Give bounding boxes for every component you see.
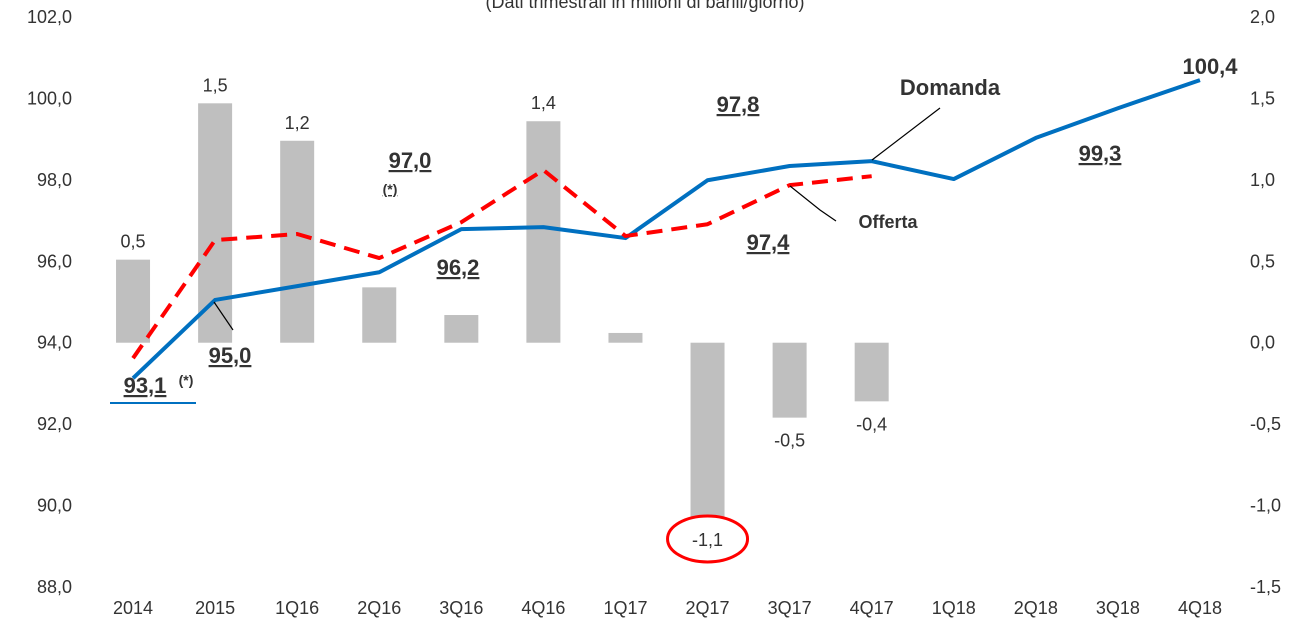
x-tick-label: 1Q16 bbox=[275, 598, 319, 618]
y-tick-label: 98,0 bbox=[37, 170, 72, 190]
y-tick-label: 102,0 bbox=[27, 7, 72, 27]
bar bbox=[608, 332, 643, 343]
annotation: 97,8 bbox=[717, 92, 760, 117]
leader-line bbox=[871, 107, 941, 161]
line-solid bbox=[131, 78, 1201, 380]
y2-tick-label: 0,5 bbox=[1250, 251, 1275, 271]
bar bbox=[854, 342, 889, 402]
x-tick-label: 3Q16 bbox=[439, 598, 483, 618]
y-tick-label: 96,0 bbox=[37, 251, 72, 271]
y-tick-label: 90,0 bbox=[37, 496, 72, 516]
line-dashed bbox=[131, 168, 872, 360]
bar bbox=[444, 315, 479, 343]
annotation: 95,0 bbox=[209, 343, 252, 368]
y2-tick-label: 1,0 bbox=[1250, 170, 1275, 190]
bar bbox=[526, 121, 561, 343]
y2-tick-label: -1,0 bbox=[1250, 496, 1281, 516]
bar bbox=[772, 342, 807, 418]
y2-tick-label: -0,5 bbox=[1250, 414, 1281, 434]
x-tick-label: 3Q17 bbox=[768, 598, 812, 618]
x-tick-label: 4Q17 bbox=[850, 598, 894, 618]
x-tick-label: 4Q16 bbox=[521, 598, 565, 618]
leader-line bbox=[789, 185, 837, 222]
bar bbox=[362, 287, 397, 343]
y-tick-label: 88,0 bbox=[37, 577, 72, 597]
bar-value-label: 1,5 bbox=[203, 75, 228, 95]
annotation: (*) bbox=[179, 372, 194, 388]
annotation: 99,3 bbox=[1079, 141, 1122, 166]
bar bbox=[116, 259, 151, 343]
x-tick-label: 2015 bbox=[195, 598, 235, 618]
leader-line bbox=[213, 301, 234, 331]
x-tick-label: 4Q18 bbox=[1178, 598, 1222, 618]
x-tick-label: 2014 bbox=[113, 598, 153, 618]
y2-tick-label: 2,0 bbox=[1250, 7, 1275, 27]
y2-tick-label: 1,5 bbox=[1250, 88, 1275, 108]
bar-value-label: -1,1 bbox=[692, 530, 723, 550]
annotation: 93,1 bbox=[124, 373, 167, 398]
y2-tick-label: 0,0 bbox=[1250, 333, 1275, 353]
highlight-circle bbox=[666, 514, 750, 564]
y-tick-label: 100,0 bbox=[27, 88, 72, 108]
bar bbox=[690, 342, 725, 517]
y-tick-label: 94,0 bbox=[37, 333, 72, 353]
chart-subtitle: (Dati trimestrali in milioni di barili/g… bbox=[485, 0, 804, 12]
y-tick-label: 92,0 bbox=[37, 414, 72, 434]
annotation: 96,2 bbox=[437, 255, 480, 280]
bar bbox=[280, 140, 315, 343]
annotation: 100,4 bbox=[1182, 54, 1238, 79]
bar-value-label: 1,2 bbox=[285, 113, 310, 133]
y2-tick-label: -1,5 bbox=[1250, 577, 1281, 597]
bar-value-label: 1,4 bbox=[531, 93, 556, 113]
annotation: (*) bbox=[383, 181, 398, 197]
series-label: Domanda bbox=[900, 75, 1001, 100]
x-tick-label: 3Q18 bbox=[1096, 598, 1140, 618]
series-label: Offerta bbox=[858, 212, 918, 232]
x-tick-label: 2Q17 bbox=[686, 598, 730, 618]
bar-value-label: -0,4 bbox=[856, 414, 887, 434]
x-tick-label: 1Q18 bbox=[932, 598, 976, 618]
x-tick-label: 2Q18 bbox=[1014, 598, 1058, 618]
annotation: 97,0 bbox=[389, 148, 432, 173]
x-tick-label: 1Q17 bbox=[603, 598, 647, 618]
x-tick-label: 2Q16 bbox=[357, 598, 401, 618]
bar-value-label: -0,5 bbox=[774, 431, 805, 451]
bar bbox=[198, 103, 233, 343]
bar-value-label: 0,5 bbox=[121, 232, 146, 252]
annotation: 97,4 bbox=[747, 230, 791, 255]
